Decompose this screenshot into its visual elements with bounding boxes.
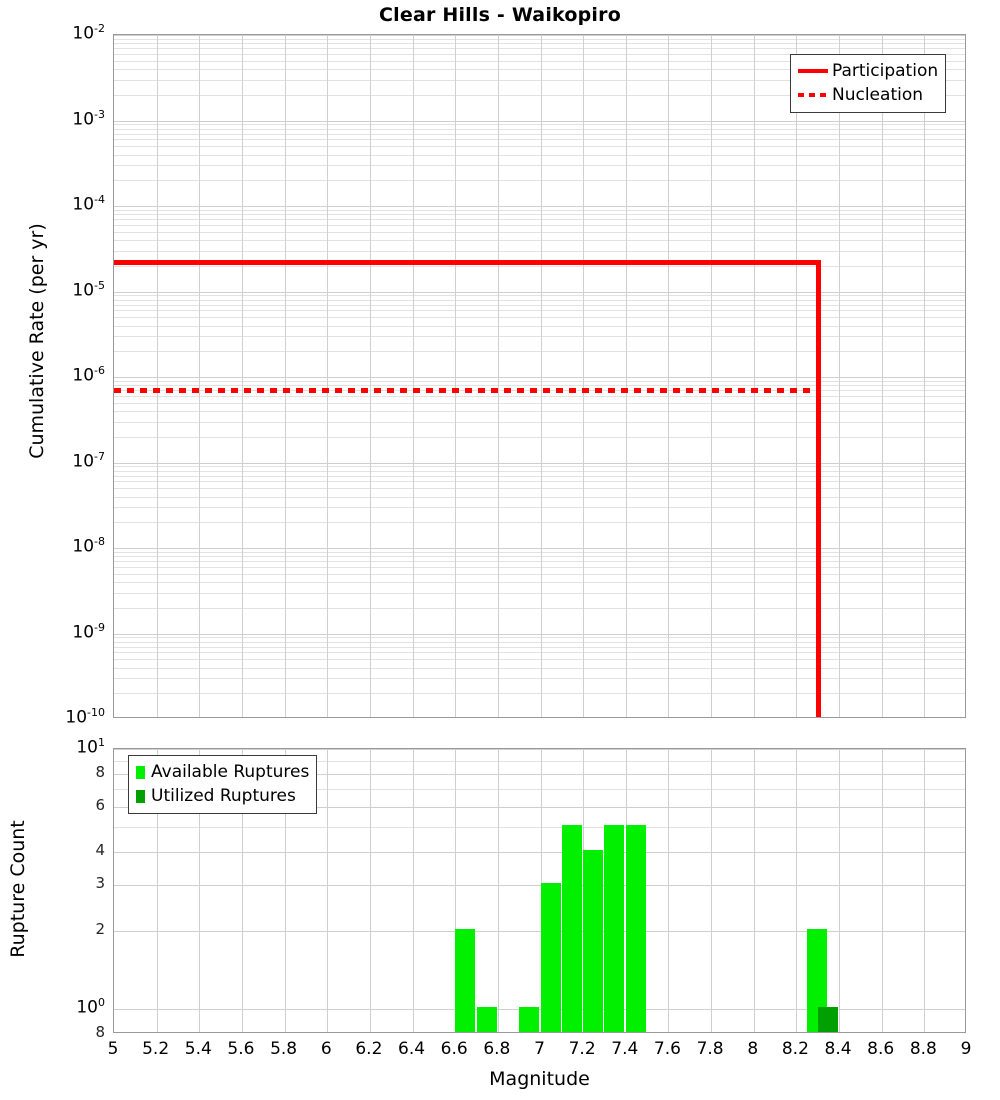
gridline-v — [668, 35, 669, 717]
x-tick: 6 — [321, 1041, 332, 1058]
gridline-v — [199, 35, 200, 717]
x-tick: 7.8 — [697, 1041, 724, 1058]
rupture-count-bar — [562, 825, 582, 1032]
x-tick: 5 — [108, 1041, 119, 1058]
bottom-y-tick-minor: 8 — [0, 1025, 105, 1040]
gridline-v — [754, 749, 755, 1032]
gridline-v — [242, 35, 243, 717]
nucleation-plateau-segment — [114, 388, 818, 393]
available-ruptures-swatch-icon — [136, 766, 145, 779]
x-tick: 6.6 — [441, 1041, 468, 1058]
gridline-v — [882, 749, 883, 1032]
gridline-v — [285, 35, 286, 717]
x-tick: 8 — [747, 1041, 758, 1058]
gridline-v — [498, 749, 499, 1032]
x-tick: 7 — [534, 1041, 545, 1058]
gridline-v — [924, 35, 925, 717]
gridline-v — [541, 35, 542, 717]
participation-plateau-segment — [114, 260, 818, 265]
gridline-v — [370, 749, 371, 1032]
rupture-count-bar — [626, 825, 646, 1032]
gridline-v — [882, 35, 883, 717]
gridline-v — [370, 35, 371, 717]
gridline-v — [327, 35, 328, 717]
gridline-v — [839, 35, 840, 717]
top-y-tick: 10-10 — [0, 707, 105, 727]
x-tick: 9 — [961, 1041, 972, 1058]
gridline-v — [754, 35, 755, 717]
gridline-v — [327, 749, 328, 1032]
legend-label-utilized: Utilized Ruptures — [151, 788, 296, 805]
x-tick: 8.4 — [825, 1041, 852, 1058]
x-tick: 8.2 — [782, 1041, 809, 1058]
x-tick: 6.8 — [483, 1041, 510, 1058]
chart-title: Clear Hills - Waikopiro — [0, 4, 1000, 26]
x-tick: 8.8 — [910, 1041, 937, 1058]
x-tick: 5.4 — [185, 1041, 212, 1058]
legend-label-participation: Participation — [832, 63, 938, 80]
top-y-tick: 10-7 — [0, 451, 105, 471]
gridline-v — [583, 35, 584, 717]
legend-label-available: Available Ruptures — [151, 764, 309, 781]
legend-item-nucleation: Nucleation — [798, 83, 938, 107]
gridline-v — [157, 35, 158, 717]
top-y-tick: 10-8 — [0, 536, 105, 556]
gridline-v — [413, 35, 414, 717]
top-legend: Participation Nucleation — [790, 54, 946, 113]
rupture-count-bar — [818, 1007, 838, 1032]
nucleation-dropoff-segment — [816, 390, 821, 718]
top-y-tick: 10-3 — [0, 109, 105, 129]
gridline-v — [839, 749, 840, 1032]
legend-item-participation: Participation — [798, 59, 938, 83]
gridline-v — [711, 35, 712, 717]
gridline-v — [668, 749, 669, 1032]
rupture-count-bar — [583, 850, 603, 1032]
top-y-tick: 10-5 — [0, 280, 105, 300]
top-y-tick: 10-2 — [0, 23, 105, 43]
gridline-v — [455, 35, 456, 717]
nucleation-dotted-swatch-icon — [798, 93, 828, 97]
rupture-count-bar — [541, 883, 561, 1032]
top-y-tick: 10-9 — [0, 622, 105, 642]
rupture-count-bar — [477, 1007, 497, 1032]
gridline-v — [498, 35, 499, 717]
legend-item-available: Available Ruptures — [136, 760, 309, 784]
gridline-v — [796, 749, 797, 1032]
x-tick: 7.2 — [569, 1041, 596, 1058]
rupture-count-bar — [604, 825, 624, 1032]
rupture-count-bar — [455, 929, 475, 1032]
bottom-y-tick-major: 101 — [0, 737, 105, 757]
x-tick: 5.2 — [142, 1041, 169, 1058]
legend-item-utilized: Utilized Ruptures — [136, 784, 309, 808]
utilized-ruptures-swatch-icon — [136, 790, 145, 803]
participation-line-swatch-icon — [798, 69, 828, 73]
x-tick: 7.4 — [611, 1041, 638, 1058]
gridline-v — [924, 749, 925, 1032]
x-tick: 6.2 — [355, 1041, 382, 1058]
legend-label-nucleation: Nucleation — [832, 87, 923, 104]
x-tick: 7.6 — [654, 1041, 681, 1058]
gridline-v — [796, 35, 797, 717]
bottom-y-axis-label: Rupture Count — [7, 759, 29, 1019]
bottom-legend: Available Ruptures Utilized Ruptures — [128, 755, 317, 814]
x-tick: 8.6 — [867, 1041, 894, 1058]
top-y-tick: 10-4 — [0, 194, 105, 214]
x-tick: 5.6 — [227, 1041, 254, 1058]
x-axis-label: Magnitude — [113, 1068, 966, 1090]
gridline-v — [626, 35, 627, 717]
x-tick: 6.4 — [398, 1041, 425, 1058]
rupture-count-bar — [519, 1007, 539, 1032]
gridline-v — [413, 749, 414, 1032]
x-tick: 5.8 — [270, 1041, 297, 1058]
top-plot-area — [113, 34, 966, 718]
top-y-tick: 10-6 — [0, 365, 105, 385]
gridline-v — [711, 749, 712, 1032]
top-y-axis-label: Cumulative Rate (per yr) — [26, 141, 48, 541]
